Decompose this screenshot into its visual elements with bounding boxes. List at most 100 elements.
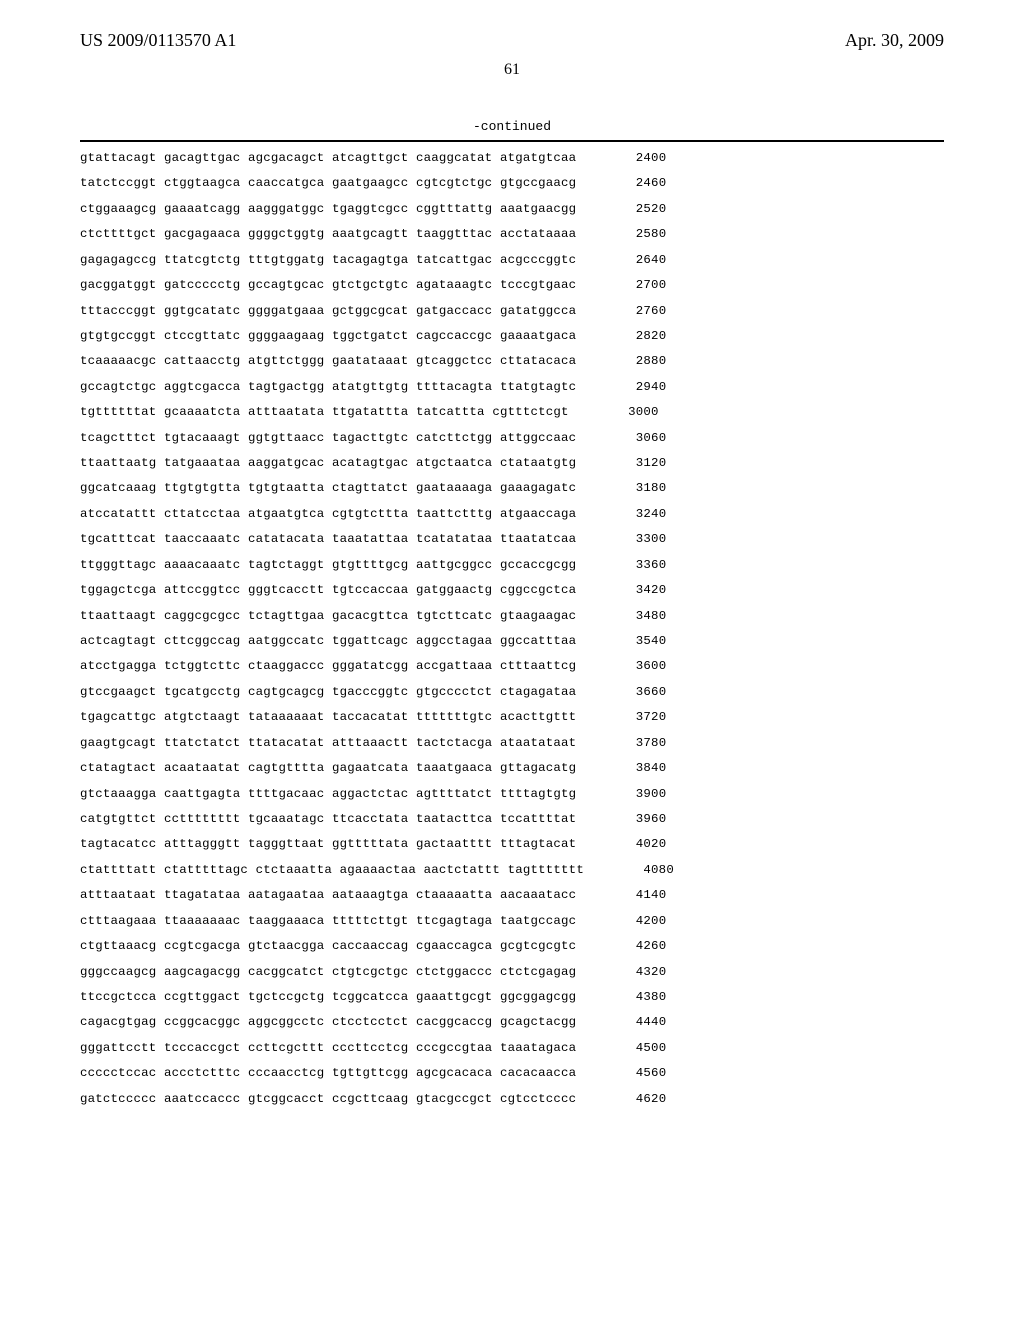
sequence-groups: atcctgagga tctggtcttc ctaaggaccc gggatat… (80, 654, 576, 679)
sequence-row: ctttaagaaa ttaaaaaaac taaggaaaca tttttct… (80, 909, 944, 934)
sequence-position: 3360 (596, 553, 666, 578)
sequence-row: tcagctttct tgtacaaagt ggtgttaacc tagactt… (80, 426, 944, 451)
sequence-position: 3720 (596, 705, 666, 730)
continued-label: -continued (80, 119, 944, 134)
sequence-row: catgtgttct cctttttttt tgcaaatagc ttcacct… (80, 807, 944, 832)
sequence-groups: catgtgttct cctttttttt tgcaaatagc ttcacct… (80, 807, 576, 832)
sequence-row: ttgggttagc aaaacaaatc tagtctaggt gtgtttt… (80, 553, 944, 578)
sequence-groups: cagacgtgag ccggcacggc aggcggcctc ctcctcc… (80, 1010, 576, 1035)
sequence-row: tgcatttcat taaccaaatc catatacata taaatat… (80, 527, 944, 552)
sequence-position: 4020 (596, 832, 666, 857)
sequence-position: 2640 (596, 248, 666, 273)
sequence-groups: ctattttatt ctatttttagc ctctaaatta agaaaa… (80, 858, 584, 883)
sequence-position: 2400 (596, 146, 666, 171)
sequence-row: ttaattaagt caggcgcgcc tctagttgaa gacacgt… (80, 604, 944, 629)
sequence-row: tatctccggt ctggtaagca caaccatgca gaatgaa… (80, 171, 944, 196)
sequence-groups: tcagctttct tgtacaaagt ggtgttaacc tagactt… (80, 426, 576, 451)
sequence-groups: gggattcctt tcccaccgct ccttcgcttt cccttcc… (80, 1036, 576, 1061)
sequence-position: 2940 (596, 375, 666, 400)
sequence-position: 2520 (596, 197, 666, 222)
horizontal-rule (80, 140, 944, 142)
sequence-row: tgttttttat gcaaaatcta atttaatata ttgatat… (80, 400, 944, 425)
sequence-position: 3960 (596, 807, 666, 832)
sequence-row: ctggaaagcg gaaaatcagg aagggatggc tgaggtc… (80, 197, 944, 222)
sequence-position: 3480 (596, 604, 666, 629)
sequence-groups: atccatattt cttatcctaa atgaatgtca cgtgtct… (80, 502, 576, 527)
sequence-position: 4500 (596, 1036, 666, 1061)
sequence-row: tcaaaaacgc cattaacctg atgttctggg gaatata… (80, 349, 944, 374)
sequence-position: 3840 (596, 756, 666, 781)
sequence-position: 4440 (596, 1010, 666, 1035)
sequence-row: gaagtgcagt ttatctatct ttatacatat atttaaa… (80, 731, 944, 756)
sequence-groups: actcagtagt cttcggccag aatggccatc tggattc… (80, 629, 576, 654)
sequence-groups: gtccgaagct tgcatgcctg cagtgcagcg tgacccg… (80, 680, 576, 705)
sequence-row: ctatagtact acaataatat cagtgtttta gagaatc… (80, 756, 944, 781)
sequence-row: atcctgagga tctggtcttc ctaaggaccc gggatat… (80, 654, 944, 679)
sequence-position: 4200 (596, 909, 666, 934)
sequence-row: tagtacatcc atttagggtt tagggttaat ggttttt… (80, 832, 944, 857)
sequence-position: 4140 (596, 883, 666, 908)
sequence-position: 3660 (596, 680, 666, 705)
sequence-position: 3300 (596, 527, 666, 552)
sequence-groups: tgttttttat gcaaaatcta atttaatata ttgatat… (80, 400, 569, 425)
sequence-position: 3120 (596, 451, 666, 476)
sequence-groups: tcaaaaacgc cattaacctg atgttctggg gaatata… (80, 349, 576, 374)
sequence-row: gacggatggt gatccccctg gccagtgcac gtctgct… (80, 273, 944, 298)
sequence-row: gggccaagcg aagcagacgg cacggcatct ctgtcgc… (80, 960, 944, 985)
sequence-position: 4320 (596, 960, 666, 985)
sequence-groups: tatctccggt ctggtaagca caaccatgca gaatgaa… (80, 171, 576, 196)
sequence-groups: gacggatggt gatccccctg gccagtgcac gtctgct… (80, 273, 576, 298)
sequence-position: 4080 (604, 858, 674, 883)
sequence-row: ggcatcaaag ttgtgtgtta tgtgtaatta ctagtta… (80, 476, 944, 501)
sequence-row: actcagtagt cttcggccag aatggccatc tggattc… (80, 629, 944, 654)
sequence-row: ctgttaaacg ccgtcgacga gtctaacgga caccaac… (80, 934, 944, 959)
sequence-groups: gggccaagcg aagcagacgg cacggcatct ctgtcgc… (80, 960, 576, 985)
sequence-position: 3180 (596, 476, 666, 501)
sequence-row: gtattacagt gacagttgac agcgacagct atcagtt… (80, 146, 944, 171)
sequence-position: 3600 (596, 654, 666, 679)
sequence-row: gtctaaagga caattgagta ttttgacaac aggactc… (80, 782, 944, 807)
sequence-row: tttacccggt ggtgcatatc ggggatgaaa gctggcg… (80, 299, 944, 324)
sequence-row: ccccctccac accctctttc cccaacctcg tgttgtt… (80, 1061, 944, 1086)
sequence-position: 3420 (596, 578, 666, 603)
sequence-groups: tggagctcga attccggtcc gggtcacctt tgtccac… (80, 578, 576, 603)
sequence-groups: tagtacatcc atttagggtt tagggttaat ggttttt… (80, 832, 576, 857)
sequence-groups: gatctccccc aaatccaccc gtcggcacct ccgcttc… (80, 1087, 576, 1112)
sequence-groups: gtgtgccggt ctccgttatc ggggaagaag tggctga… (80, 324, 576, 349)
sequence-groups: ctcttttgct gacgagaaca ggggctggtg aaatgca… (80, 222, 576, 247)
sequence-row: ctattttatt ctatttttagc ctctaaatta agaaaa… (80, 858, 944, 883)
sequence-groups: ctggaaagcg gaaaatcagg aagggatggc tgaggtc… (80, 197, 576, 222)
sequence-position: 3060 (596, 426, 666, 451)
sequence-groups: tttacccggt ggtgcatatc ggggatgaaa gctggcg… (80, 299, 576, 324)
sequence-position: 2760 (596, 299, 666, 324)
sequence-row: ttaattaatg tatgaaataa aaggatgcac acatagt… (80, 451, 944, 476)
sequence-groups: gagagagccg ttatcgtctg tttgtggatg tacagag… (80, 248, 576, 273)
sequence-position: 2700 (596, 273, 666, 298)
sequence-row: ttccgctcca ccgttggact tgctccgctg tcggcat… (80, 985, 944, 1010)
sequence-position: 4380 (596, 985, 666, 1010)
sequence-groups: ccccctccac accctctttc cccaacctcg tgttgtt… (80, 1061, 576, 1086)
sequence-groups: gaagtgcagt ttatctatct ttatacatat atttaaa… (80, 731, 576, 756)
sequence-position: 3540 (596, 629, 666, 654)
sequence-position: 3900 (596, 782, 666, 807)
sequence-groups: ttaattaatg tatgaaataa aaggatgcac acatagt… (80, 451, 576, 476)
sequence-row: ctcttttgct gacgagaaca ggggctggtg aaatgca… (80, 222, 944, 247)
sequence-position: 3240 (596, 502, 666, 527)
sequence-groups: atttaataat ttagatataa aatagaataa aataaag… (80, 883, 576, 908)
sequence-position: 4620 (596, 1087, 666, 1112)
sequence-groups: tgagcattgc atgtctaagt tataaaaaat taccaca… (80, 705, 576, 730)
publication-date: Apr. 30, 2009 (845, 30, 944, 51)
sequence-groups: gccagtctgc aggtcgacca tagtgactgg atatgtt… (80, 375, 576, 400)
sequence-position: 2460 (596, 171, 666, 196)
sequence-position: 4560 (596, 1061, 666, 1086)
sequence-position: 3000 (589, 400, 659, 425)
sequence-position: 2880 (596, 349, 666, 374)
sequence-row: gatctccccc aaatccaccc gtcggcacct ccgcttc… (80, 1087, 944, 1112)
sequence-row: gccagtctgc aggtcgacca tagtgactgg atatgtt… (80, 375, 944, 400)
sequence-position: 3780 (596, 731, 666, 756)
sequence-row: atccatattt cttatcctaa atgaatgtca cgtgtct… (80, 502, 944, 527)
sequence-groups: ctgttaaacg ccgtcgacga gtctaacgga caccaac… (80, 934, 576, 959)
sequence-groups: ttaattaagt caggcgcgcc tctagttgaa gacacgt… (80, 604, 576, 629)
patent-number: US 2009/0113570 A1 (80, 30, 236, 51)
sequence-groups: tgcatttcat taaccaaatc catatacata taaatat… (80, 527, 576, 552)
